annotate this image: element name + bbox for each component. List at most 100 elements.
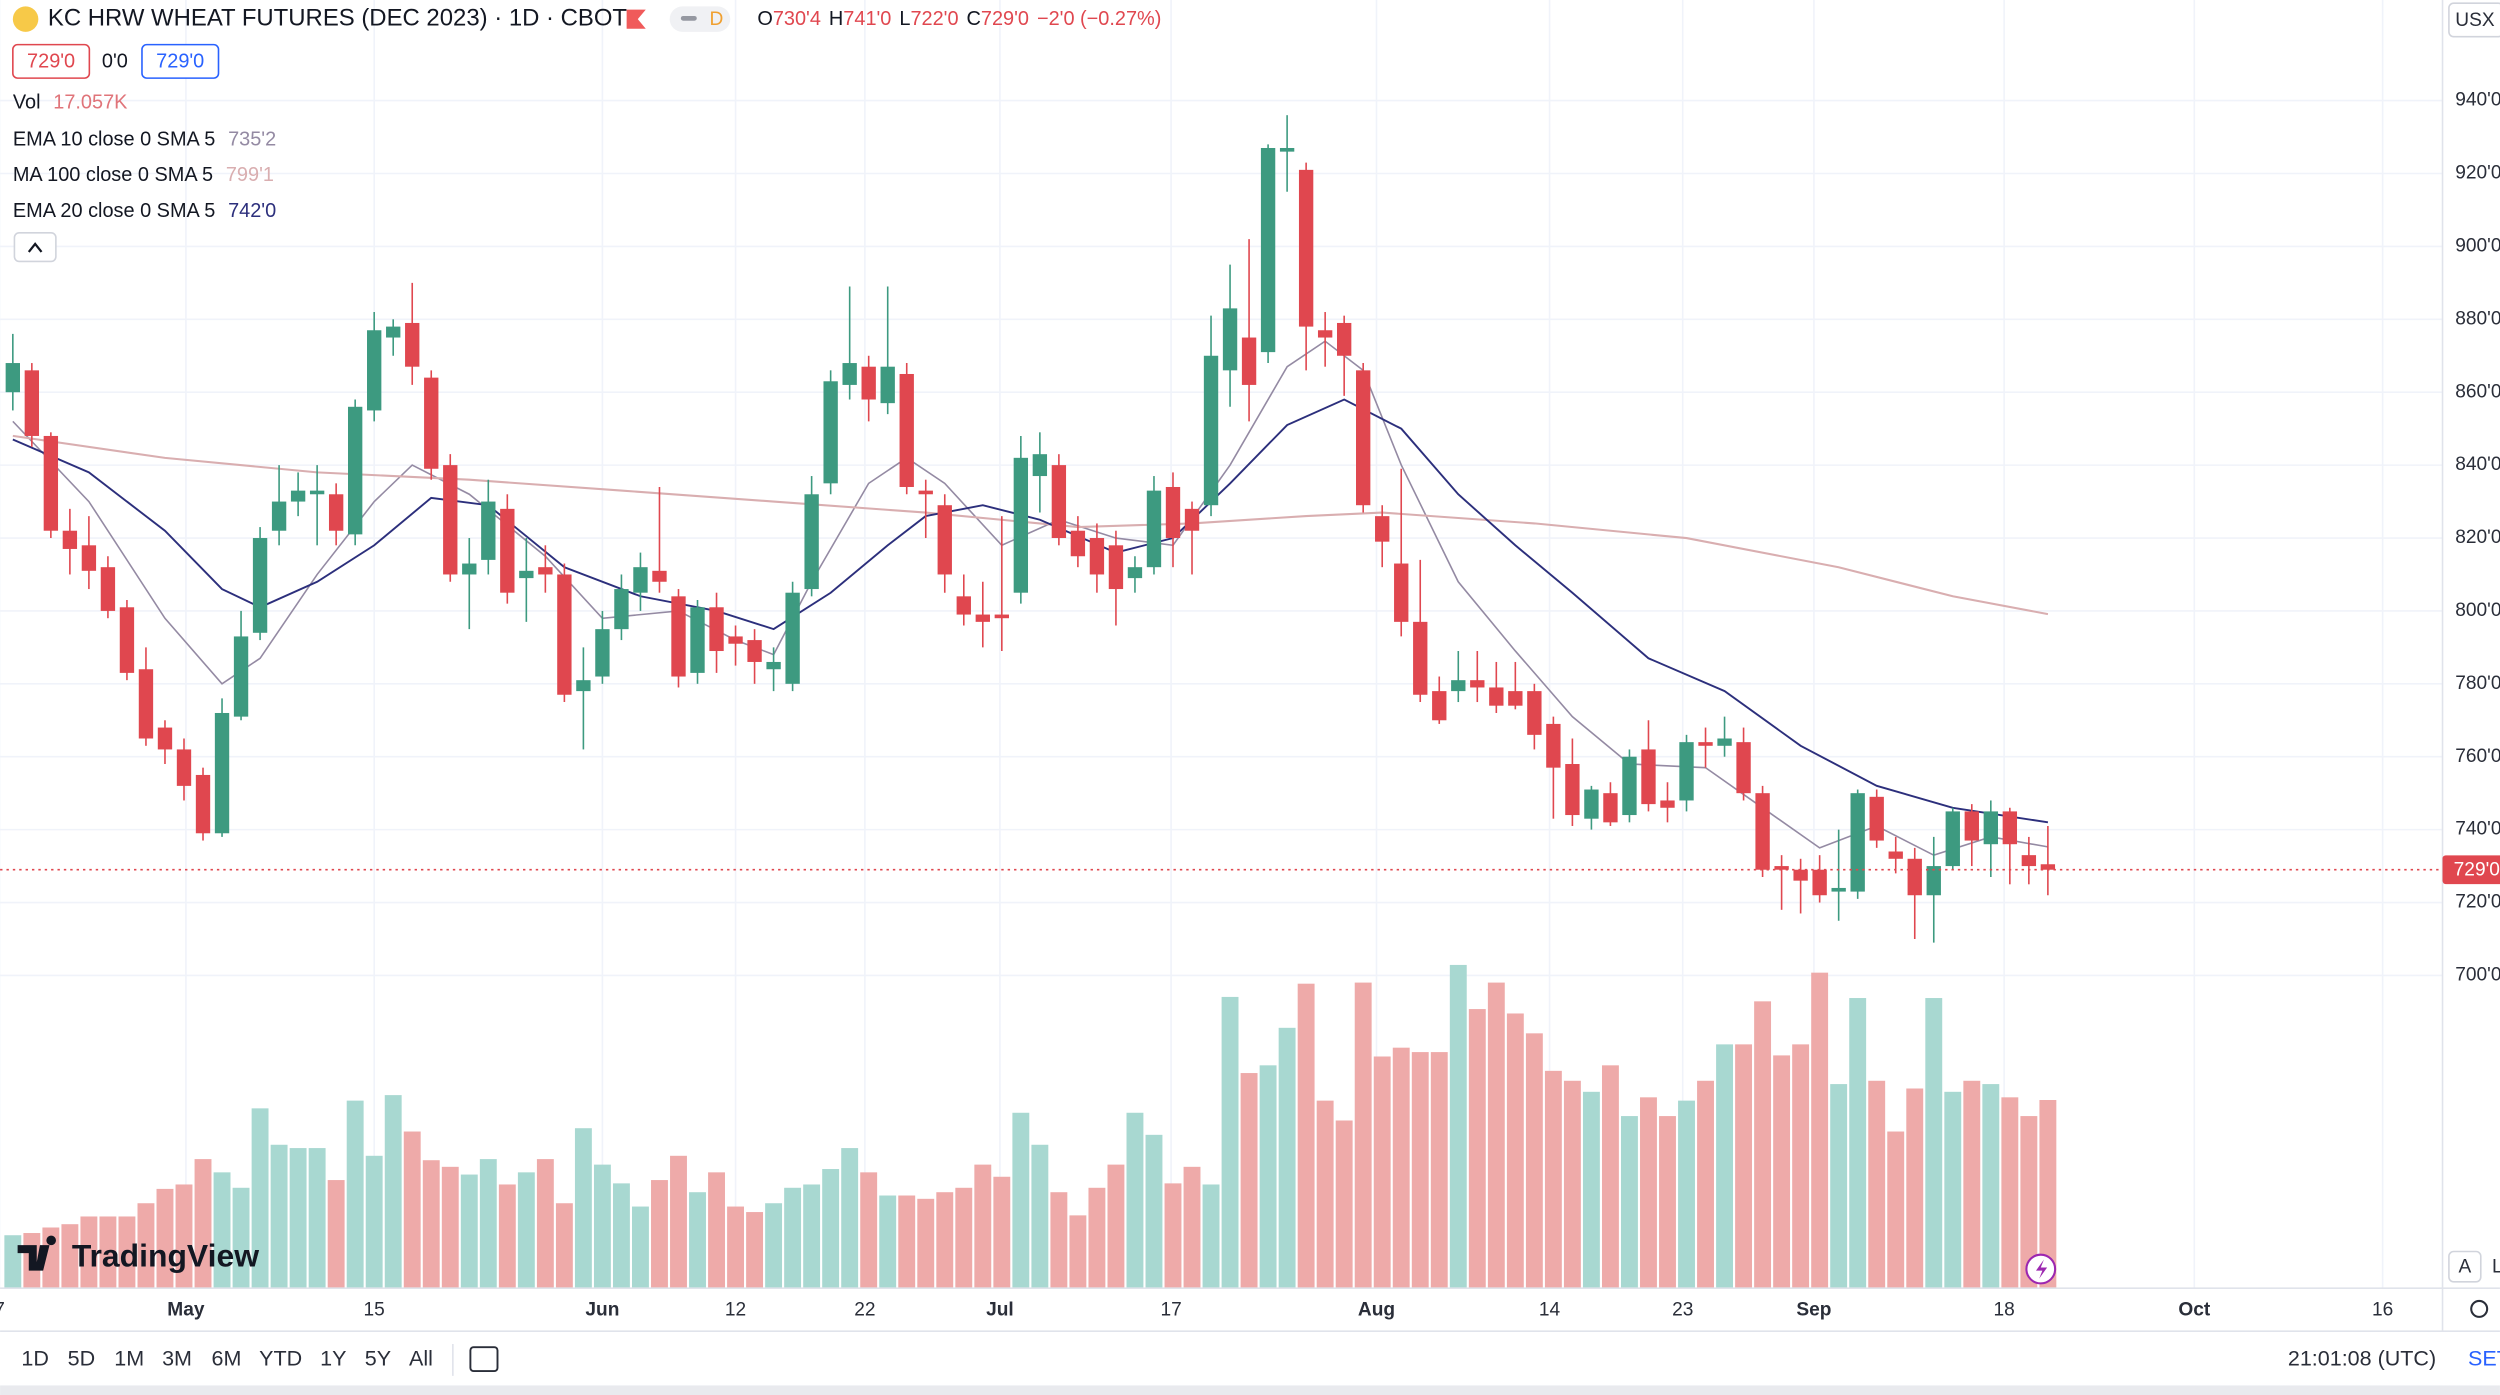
volume-bar bbox=[803, 1184, 821, 1289]
volume-bar bbox=[517, 1172, 535, 1289]
y-tick-label: 880'0 bbox=[2455, 308, 2500, 329]
sell-button[interactable] bbox=[12, 43, 91, 79]
legend-name: EMA 20 close 0 SMA 5 bbox=[13, 200, 215, 222]
volume-bar bbox=[1031, 1144, 1049, 1289]
candle-body bbox=[271, 501, 287, 531]
volume-bar bbox=[1335, 1120, 1353, 1289]
x-tick-label: 12 bbox=[725, 1300, 746, 1321]
candle-body bbox=[252, 538, 268, 633]
volume-bar bbox=[137, 1203, 155, 1289]
auto-scale-button[interactable] bbox=[2448, 1250, 2482, 1283]
candle-body bbox=[1527, 691, 1542, 735]
y-tick-label: 780'0 bbox=[2455, 673, 2500, 694]
candle-body bbox=[1584, 789, 1599, 819]
candle-body bbox=[1907, 858, 1922, 896]
volume-bar bbox=[1621, 1116, 1638, 1289]
volume-bar bbox=[1944, 1091, 1962, 1289]
buy-button[interactable] bbox=[141, 43, 220, 79]
candle-body bbox=[1127, 567, 1143, 579]
volume-bar bbox=[422, 1160, 440, 1289]
volume-bar bbox=[213, 1172, 231, 1289]
collapse-button[interactable] bbox=[13, 231, 57, 263]
volume-bar bbox=[555, 1203, 573, 1289]
volume-bar bbox=[1259, 1065, 1277, 1289]
volume-bar bbox=[612, 1183, 630, 1289]
bolt bbox=[2035, 1259, 2048, 1279]
candle-body bbox=[119, 607, 135, 673]
clock: 21:01:08 (UTC) bbox=[2288, 1347, 2436, 1371]
candle-body bbox=[1470, 680, 1485, 688]
symbol-title[interactable]: KC HRW WHEAT FUTURES (DEC 2023) · 1D · C… bbox=[48, 4, 628, 31]
range-button[interactable]: 1M bbox=[114, 1347, 144, 1371]
volume-bar bbox=[1640, 1097, 1657, 1289]
candle-body bbox=[1736, 742, 1751, 794]
log-scale[interactable]: L bbox=[2492, 1257, 2500, 1278]
x-tick-label: May bbox=[167, 1300, 205, 1321]
volume-bar bbox=[270, 1144, 288, 1289]
range-button[interactable]: 1Y bbox=[320, 1347, 346, 1371]
candle-body bbox=[5, 363, 20, 393]
x-tick-label: Jul bbox=[986, 1300, 1014, 1321]
candle-body bbox=[994, 614, 1009, 619]
session-pill[interactable] bbox=[669, 6, 731, 32]
settings-link[interactable]: SET bbox=[2468, 1347, 2500, 1371]
volume-legend-name: Vol bbox=[13, 92, 41, 114]
x-tick-label: Aug bbox=[1358, 1300, 1395, 1321]
volume-bar bbox=[974, 1164, 992, 1289]
x-tick-label: 22 bbox=[854, 1300, 875, 1321]
range-button[interactable]: 1D bbox=[21, 1347, 49, 1371]
volume-bar bbox=[1544, 1070, 1562, 1289]
last-price-label: 729'0 bbox=[2454, 860, 2500, 881]
ohlc-value: 730'4 bbox=[773, 8, 821, 30]
range-button[interactable]: 5D bbox=[68, 1347, 96, 1371]
pill-dash bbox=[680, 15, 697, 21]
volume-bar bbox=[1982, 1084, 2000, 1289]
volume-bar bbox=[1145, 1134, 1163, 1289]
volume-bar bbox=[1297, 983, 1315, 1289]
chevron bbox=[27, 242, 43, 253]
calendar-icon[interactable] bbox=[469, 1346, 499, 1373]
volume-bar bbox=[1849, 998, 1867, 1289]
y-tick-label: 760'0 bbox=[2455, 746, 2500, 767]
range-button[interactable]: 6M bbox=[212, 1347, 242, 1371]
candle-body bbox=[633, 567, 648, 593]
y-tick-label: 920'0 bbox=[2455, 163, 2500, 184]
volume-bar bbox=[479, 1159, 497, 1289]
candle-body bbox=[1203, 355, 1219, 506]
bottom-strip bbox=[0, 1385, 2500, 1395]
volume-bar bbox=[80, 1216, 98, 1289]
flag-icon[interactable] bbox=[626, 9, 646, 29]
candle-body bbox=[1146, 490, 1162, 568]
range-button[interactable]: YTD bbox=[259, 1347, 302, 1371]
x-tick-label: 16 bbox=[2372, 1300, 2393, 1321]
volume-bar bbox=[1164, 1183, 1182, 1289]
watermark: TradingView bbox=[72, 1237, 259, 1273]
legend-entry: MA 100 close 0 SMA 5 799'1 bbox=[13, 164, 274, 186]
candle-body bbox=[1165, 486, 1181, 539]
volume-bar bbox=[860, 1172, 878, 1289]
volume-bar bbox=[175, 1184, 193, 1289]
candle-body bbox=[1070, 530, 1086, 557]
candle-body bbox=[1964, 811, 1979, 841]
ohlc: O730'4 H741'0 L722'0 C729'0 −2'0 (−0.27%) bbox=[757, 8, 1161, 30]
candle-body bbox=[728, 636, 743, 644]
candle-body bbox=[462, 563, 477, 575]
candle-body bbox=[195, 774, 211, 834]
volume-bar bbox=[4, 1235, 22, 1289]
candle-body bbox=[823, 381, 838, 484]
candle-body bbox=[138, 669, 154, 739]
range-button[interactable]: 3M bbox=[162, 1347, 192, 1371]
candle-body bbox=[405, 322, 420, 367]
ohlc-key: H bbox=[829, 8, 843, 30]
range-button[interactable]: All bbox=[409, 1347, 433, 1371]
ohlc-value: 741'0 bbox=[843, 8, 891, 30]
volume-pane bbox=[4, 964, 2057, 1289]
range-button[interactable]: 5Y bbox=[365, 1347, 391, 1371]
candle-body bbox=[367, 330, 382, 411]
volume-bar bbox=[384, 1095, 402, 1289]
volume-bar bbox=[1925, 998, 1943, 1289]
volume-bar bbox=[156, 1188, 174, 1289]
settings-icon[interactable] bbox=[2470, 1299, 2489, 1318]
candle-body bbox=[81, 545, 97, 571]
